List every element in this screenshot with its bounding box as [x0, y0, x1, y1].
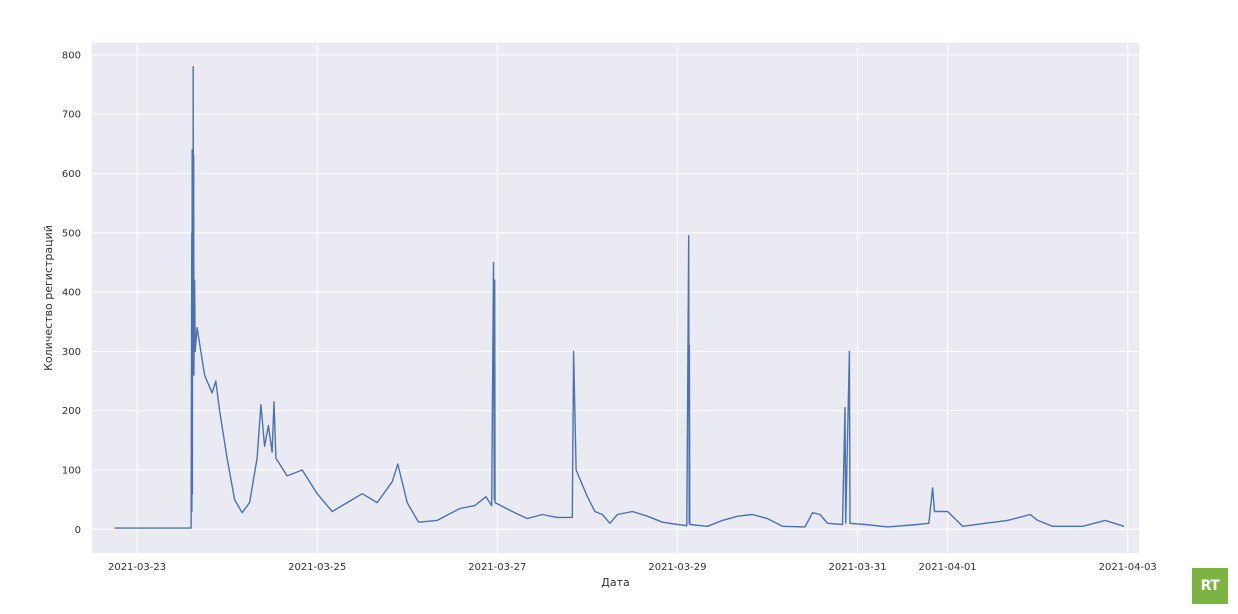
- y-axis-label: Количество регистраций: [42, 225, 55, 371]
- y-tick-label: 100: [62, 465, 81, 476]
- y-tick-label: 700: [62, 110, 81, 121]
- rt-logo-text: RT: [1200, 578, 1220, 594]
- x-tick-label: 2021-03-23: [108, 562, 166, 573]
- x-tick-label: 2021-04-03: [1099, 562, 1157, 573]
- y-tick-label: 800: [62, 50, 81, 61]
- x-tick-label: 2021-03-31: [828, 562, 886, 573]
- y-tick-label: 600: [62, 169, 81, 180]
- plot-background: [92, 43, 1139, 553]
- x-tick-label: 2021-03-29: [648, 562, 706, 573]
- y-tick-label: 200: [62, 406, 81, 417]
- rt-logo: RT: [1192, 568, 1228, 604]
- grid-lines: [92, 43, 1139, 553]
- series-layer: [114, 65, 1125, 529]
- y-tick-labels: 0 100 200 300 400 500 600 700 800: [62, 50, 81, 535]
- x-axis-label: Дата: [601, 576, 629, 589]
- y-tick-label: 400: [62, 288, 81, 299]
- series-line: [114, 65, 1125, 529]
- y-tick-label: 300: [62, 347, 81, 358]
- y-tick-label: 0: [75, 525, 81, 536]
- x-tick-label: 2021-03-27: [468, 562, 526, 573]
- x-tick-label: 2021-04-01: [919, 562, 977, 573]
- y-tick-label: 500: [62, 228, 81, 239]
- x-tick-labels: 2021-03-23 2021-03-25 2021-03-27 2021-03-29…: [108, 562, 1157, 573]
- x-tick-label: 2021-03-25: [288, 562, 346, 573]
